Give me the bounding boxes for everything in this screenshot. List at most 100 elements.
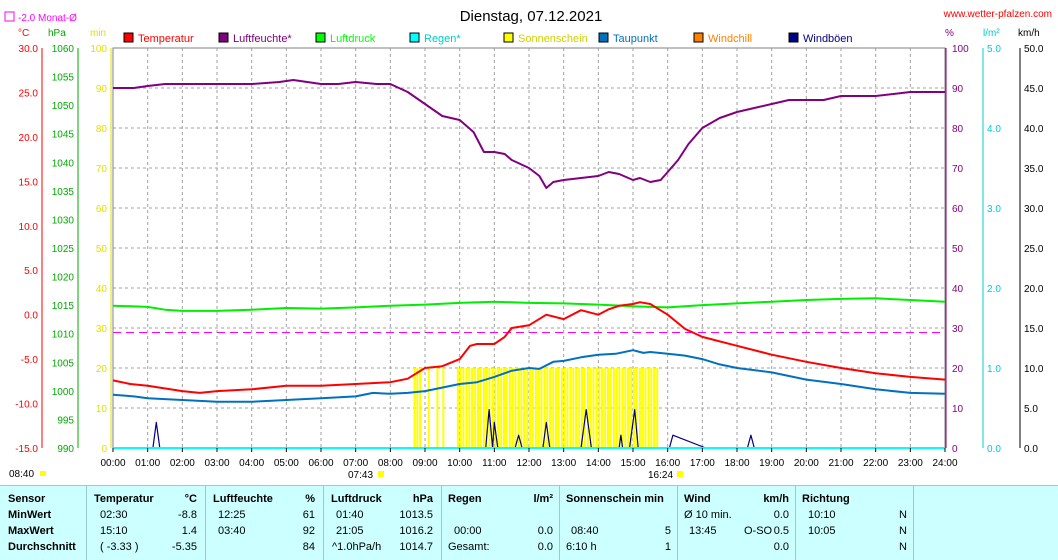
rain-tick-label: 4.0 <box>987 124 1001 135</box>
sunshine-bar <box>572 368 575 448</box>
humidity-tick-label: 70 <box>952 164 964 175</box>
sunshine-tick-label: 60 <box>96 204 108 215</box>
sunshine-bar <box>462 368 465 448</box>
legend-swatch <box>693 32 704 43</box>
sunshine-bar <box>549 368 552 448</box>
sunshine-bar <box>566 368 569 448</box>
legend-swatch <box>123 32 134 43</box>
humidity-tick-label: 0 <box>952 444 958 455</box>
x-tick-label: 15:00 <box>620 458 645 469</box>
temperature-tick-label: 25.0 <box>19 88 39 99</box>
direction-min-time: 10:10 <box>808 509 836 521</box>
row-label-min: MinWert <box>8 509 52 521</box>
sunshine-bar <box>621 368 624 448</box>
legend-swatch <box>315 32 326 43</box>
summary-table: Sensor MinWert MaxWert Durchschnitt Temp… <box>0 485 1058 560</box>
x-tick-label: 21:00 <box>828 458 853 469</box>
legend-label: Luftfeuchte* <box>233 33 292 45</box>
temp-max-time: 15:10 <box>100 525 128 537</box>
legend-label: Windchill <box>708 33 752 45</box>
series-line <box>112 297 946 312</box>
humidity-avg-value: 84 <box>302 541 315 553</box>
sunshine-bar <box>494 368 497 448</box>
x-tick-label: 06:00 <box>308 458 333 469</box>
sunshine-bar <box>633 368 635 448</box>
x-tick-label: 24:00 <box>932 458 957 469</box>
pressure-min-time: 01:40 <box>336 509 364 521</box>
temp-avg-value: -5.35 <box>171 541 197 553</box>
sun-max-value: 5 <box>664 525 671 537</box>
x-tick-label: 19:00 <box>759 458 784 469</box>
direction-min-value: N <box>899 509 907 521</box>
pressure-tick-label: 1040 <box>52 158 75 169</box>
temp-header-unit: °C <box>184 493 197 505</box>
legend-swatch <box>598 32 609 43</box>
pressure-tick-label: 1035 <box>52 187 75 198</box>
sun-axis-unit: min <box>90 28 106 39</box>
wind-tick-label: 30.0 <box>1024 204 1044 215</box>
humidity-tick-label: 40 <box>952 284 964 295</box>
pressure-max-time: 21:05 <box>336 525 364 537</box>
legend-swatch <box>409 32 420 43</box>
col-wind: Wind km/h Ø 10 min. 0.0 13:45 O-SO 0.5 0… <box>678 486 796 560</box>
sunshine-bar <box>482 368 485 448</box>
pressure-tick-label: 1000 <box>52 387 75 398</box>
col-direction: Richtung 10:10 N 10:05 N N <box>796 486 914 560</box>
sunshine-bar <box>555 368 557 448</box>
col-sunshine: Sonnenschein min 08:40 5 6:10 h 1 <box>560 486 678 560</box>
wind-tick-label: 35.0 <box>1024 164 1044 175</box>
sunshine-bar <box>503 368 505 448</box>
rain-header-unit: l/m² <box>533 493 553 505</box>
sunshine-bar <box>612 368 615 448</box>
rain-total-label: Gesamt: <box>448 541 490 553</box>
sunrise-marker <box>378 471 384 477</box>
x-tick-label: 20:00 <box>794 458 819 469</box>
humidity-axis-unit: % <box>945 28 954 39</box>
sunshine-bar <box>471 368 474 448</box>
humidity-header: Luftfeuchte <box>213 493 273 505</box>
sunshine-bar <box>607 368 609 448</box>
sunshine-bar <box>586 368 589 448</box>
rain-tick-label: 1.0 <box>987 364 1001 375</box>
sunshine-tick-label: 80 <box>96 124 108 135</box>
sunshine-bar <box>624 368 627 448</box>
row-label-avg: Durchschnitt <box>8 541 76 553</box>
sensor-header: Sensor <box>8 493 46 505</box>
sunshine-bar <box>505 368 508 448</box>
sunshine-bar <box>641 368 644 448</box>
sunshine-bar <box>427 368 430 448</box>
sunshine-bar <box>560 368 563 448</box>
rain-tick-label: 2.0 <box>987 284 1001 295</box>
sun-total-value: 1 <box>664 541 671 553</box>
sunshine-bar <box>523 368 526 448</box>
legend-label: Luftdruck <box>330 33 376 45</box>
series-line <box>112 349 946 403</box>
x-tick-label: 05:00 <box>274 458 299 469</box>
wind-tick-label: 45.0 <box>1024 84 1044 95</box>
humidity-header-unit: % <box>305 493 315 505</box>
legend-label: Taupunkt <box>613 33 658 45</box>
wind-avg10-value: 0.0 <box>773 509 789 521</box>
pressure-avg-value: 1014.7 <box>399 541 433 553</box>
pressure-header-unit: hPa <box>412 493 433 505</box>
temp-min-value: -8.8 <box>178 509 197 521</box>
sunshine-bar <box>583 368 586 448</box>
sunshine-bar <box>578 368 581 448</box>
sunshine-bar <box>647 368 650 448</box>
x-tick-label: 23:00 <box>898 458 923 469</box>
pressure-tick-label: 1045 <box>52 130 75 141</box>
wind-avg10-label: Ø 10 min. <box>684 509 732 521</box>
sunshine-bar <box>589 368 592 448</box>
monthly-avg-swatch <box>4 11 15 22</box>
sunshine-tick-label: 10 <box>96 404 108 415</box>
x-tick-label: 16:00 <box>655 458 680 469</box>
direction-avg-value: N <box>899 541 907 553</box>
legend-label: Windböen <box>803 33 853 45</box>
x-tick-label: 09:00 <box>412 458 437 469</box>
sunshine-bar <box>540 368 543 448</box>
direction-max-value: N <box>899 525 907 537</box>
sunshine-bar <box>479 368 482 448</box>
x-tick-label: 03:00 <box>204 458 229 469</box>
sunshine-bar <box>598 368 601 448</box>
rain-max-time: 00:00 <box>454 525 482 537</box>
